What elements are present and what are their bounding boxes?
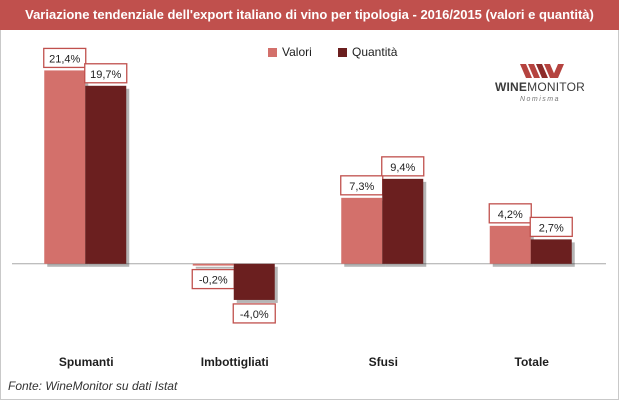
bar-valori-sfusi (341, 197, 383, 264)
legend-swatch-valori (268, 48, 277, 57)
bar-quantit-spumanti (85, 85, 127, 264)
bar-valori-spumanti (44, 70, 86, 264)
category-label-spumanti: Spumanti (59, 355, 114, 369)
source-note: Fonte: WineMonitor su dati Istat (8, 379, 178, 393)
bar-shadow (195, 266, 237, 269)
legend-label: Quantità (352, 45, 398, 59)
data-label: 4,2% (498, 209, 523, 221)
bar-valori-imbottigliati (192, 263, 234, 266)
bar-valori-totale (489, 225, 531, 264)
winemonitor-logo: WINEMONITOR Nomisma (490, 62, 590, 107)
data-label: 19,7% (90, 69, 121, 81)
data-label: 21,4% (49, 53, 80, 65)
data-label-box (529, 216, 573, 238)
wm-logo-icon (520, 64, 564, 78)
legend-label: Valori (282, 45, 312, 59)
data-label: 7,3% (349, 181, 374, 193)
logo-subtitle: Nomisma (519, 96, 561, 103)
data-label-box (232, 303, 276, 324)
data-label-box (381, 156, 425, 177)
chart-title: Variazione tendenziale dell'export itali… (0, 0, 619, 30)
data-label-box (488, 203, 532, 224)
data-label: 2,7% (539, 222, 564, 234)
data-label-box (43, 47, 87, 69)
category-label-totale: Totale (515, 355, 550, 369)
category-label-imbottigliati: Imbottigliati (201, 355, 269, 369)
logo-wordmark: WINEMONITOR (495, 80, 585, 94)
data-label: -0,2% (199, 275, 228, 287)
bar-quantit-totale (530, 239, 572, 264)
bar-quantit-imbottigliati (233, 263, 275, 300)
category-label-sfusi: Sfusi (369, 355, 398, 369)
data-label: 9,4% (390, 162, 415, 174)
data-label: -4,0% (240, 309, 269, 321)
data-label-box (84, 63, 128, 84)
bar-quantit-sfusi (382, 178, 424, 264)
legend-swatch-quantit (338, 48, 347, 57)
